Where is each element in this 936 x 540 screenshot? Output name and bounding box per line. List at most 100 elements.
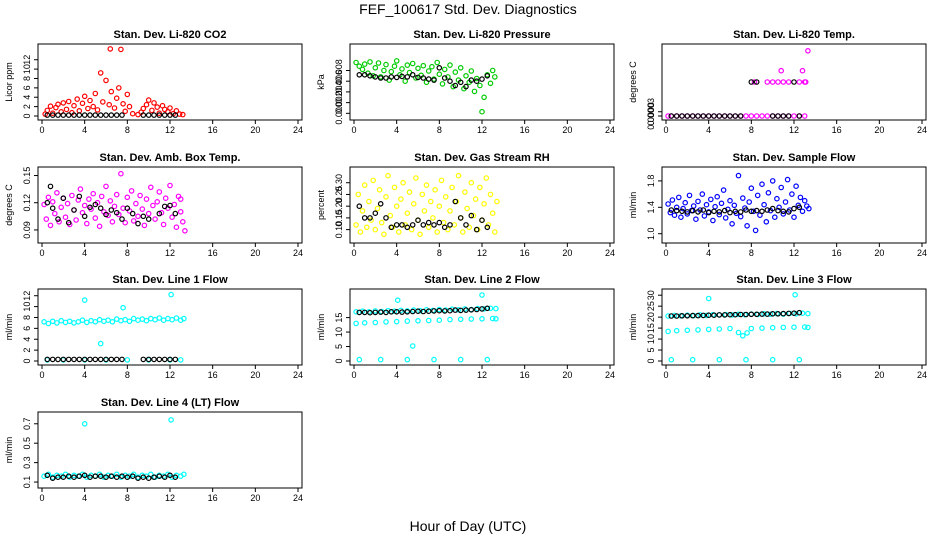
data-point <box>409 308 416 315</box>
y-tick-label: 25 <box>646 301 656 311</box>
data-point <box>97 205 104 212</box>
data-point <box>92 318 99 325</box>
data-point <box>431 308 437 314</box>
data-point <box>789 191 795 197</box>
data-point <box>425 219 432 226</box>
panel-title: Stan. Dev. Gas Stream RH <box>414 152 550 164</box>
data-point <box>737 311 744 318</box>
data-point <box>92 112 99 118</box>
data-point <box>718 200 725 207</box>
data-point <box>695 312 701 319</box>
x-tick-label: 16 <box>520 370 530 380</box>
data-point <box>665 201 671 207</box>
x-tick-label: 8 <box>125 248 130 258</box>
x-tick-label: 16 <box>208 370 218 380</box>
data-point <box>442 194 449 200</box>
data-point <box>119 216 125 222</box>
data-point <box>684 211 691 217</box>
x-tick-label: 0 <box>39 493 44 503</box>
data-point <box>65 98 72 105</box>
data-point <box>429 63 435 70</box>
data-point <box>118 46 124 53</box>
y-tick-label: 0.3 <box>22 456 32 469</box>
data-point <box>172 112 179 118</box>
data-point <box>140 213 147 220</box>
data-point <box>370 177 377 184</box>
data-point <box>377 75 384 81</box>
data-point <box>484 356 491 363</box>
data-point <box>689 356 696 363</box>
y-tick-label: 6 <box>22 85 32 90</box>
series-scatter <box>665 47 811 119</box>
data-point <box>759 325 765 331</box>
plot-frame <box>37 288 303 366</box>
data-point <box>679 312 685 319</box>
data-point <box>140 474 147 481</box>
data-point <box>151 100 157 106</box>
data-point <box>172 474 179 481</box>
data-point <box>103 183 109 190</box>
data-point <box>705 312 712 319</box>
data-point <box>431 222 437 228</box>
data-point <box>737 113 744 119</box>
data-point <box>425 308 432 315</box>
data-point <box>173 224 180 231</box>
data-point <box>60 195 67 202</box>
data-point <box>398 196 404 202</box>
data-point <box>47 103 54 110</box>
data-point <box>181 315 187 322</box>
data-point <box>759 208 765 215</box>
data-point <box>452 198 459 205</box>
x-tick-label: 24 <box>917 370 927 380</box>
data-point <box>111 203 118 210</box>
plot-frame <box>661 166 927 244</box>
data-point <box>119 356 125 363</box>
data-point <box>452 307 459 313</box>
data-point <box>76 193 83 200</box>
data-point <box>71 102 77 109</box>
data-point <box>753 311 760 318</box>
data-point <box>152 216 158 222</box>
data-point <box>487 80 494 87</box>
data-point <box>145 216 152 222</box>
x-tick-label: 0 <box>39 125 44 135</box>
data-point <box>721 113 728 119</box>
data-point <box>415 65 421 72</box>
data-point <box>489 210 496 217</box>
y-tick-label: 6 <box>22 326 32 331</box>
data-point <box>493 315 499 322</box>
data-point <box>161 203 168 210</box>
data-point <box>705 326 712 333</box>
data-point <box>65 219 72 226</box>
data-point <box>668 313 675 319</box>
panel-title: Stan. Dev. Li-820 Pressure <box>413 29 550 41</box>
data-point <box>481 94 487 101</box>
data-point <box>769 310 776 317</box>
x-tick-label: 4 <box>706 370 711 380</box>
x-tick-label: 4 <box>82 370 87 380</box>
data-point <box>436 219 443 226</box>
data-point <box>479 292 485 298</box>
data-point <box>81 297 88 303</box>
series-hourly <box>44 183 179 227</box>
data-point <box>367 215 373 221</box>
data-point <box>727 113 733 119</box>
y-tick-label: 1.8 <box>646 175 656 188</box>
x-tick-label: 8 <box>749 370 754 380</box>
x-tick-label: 20 <box>250 370 260 380</box>
x-tick-label: 20 <box>562 370 572 380</box>
data-point <box>55 101 61 108</box>
data-point <box>388 308 395 315</box>
panel-9: Stan. Dev. Line 3 Flow ml/min 0 4 8 12 16 20 24 0… <box>628 274 927 380</box>
data-point <box>97 356 104 363</box>
data-point <box>393 74 400 81</box>
data-point <box>471 88 478 95</box>
y-tick-label: 0.008 <box>334 59 344 82</box>
data-point <box>801 324 808 330</box>
series-hourly <box>356 65 491 90</box>
x-tick-label: 0 <box>351 370 356 380</box>
data-point <box>707 196 714 203</box>
data-point <box>711 312 717 319</box>
data-point <box>489 67 496 74</box>
